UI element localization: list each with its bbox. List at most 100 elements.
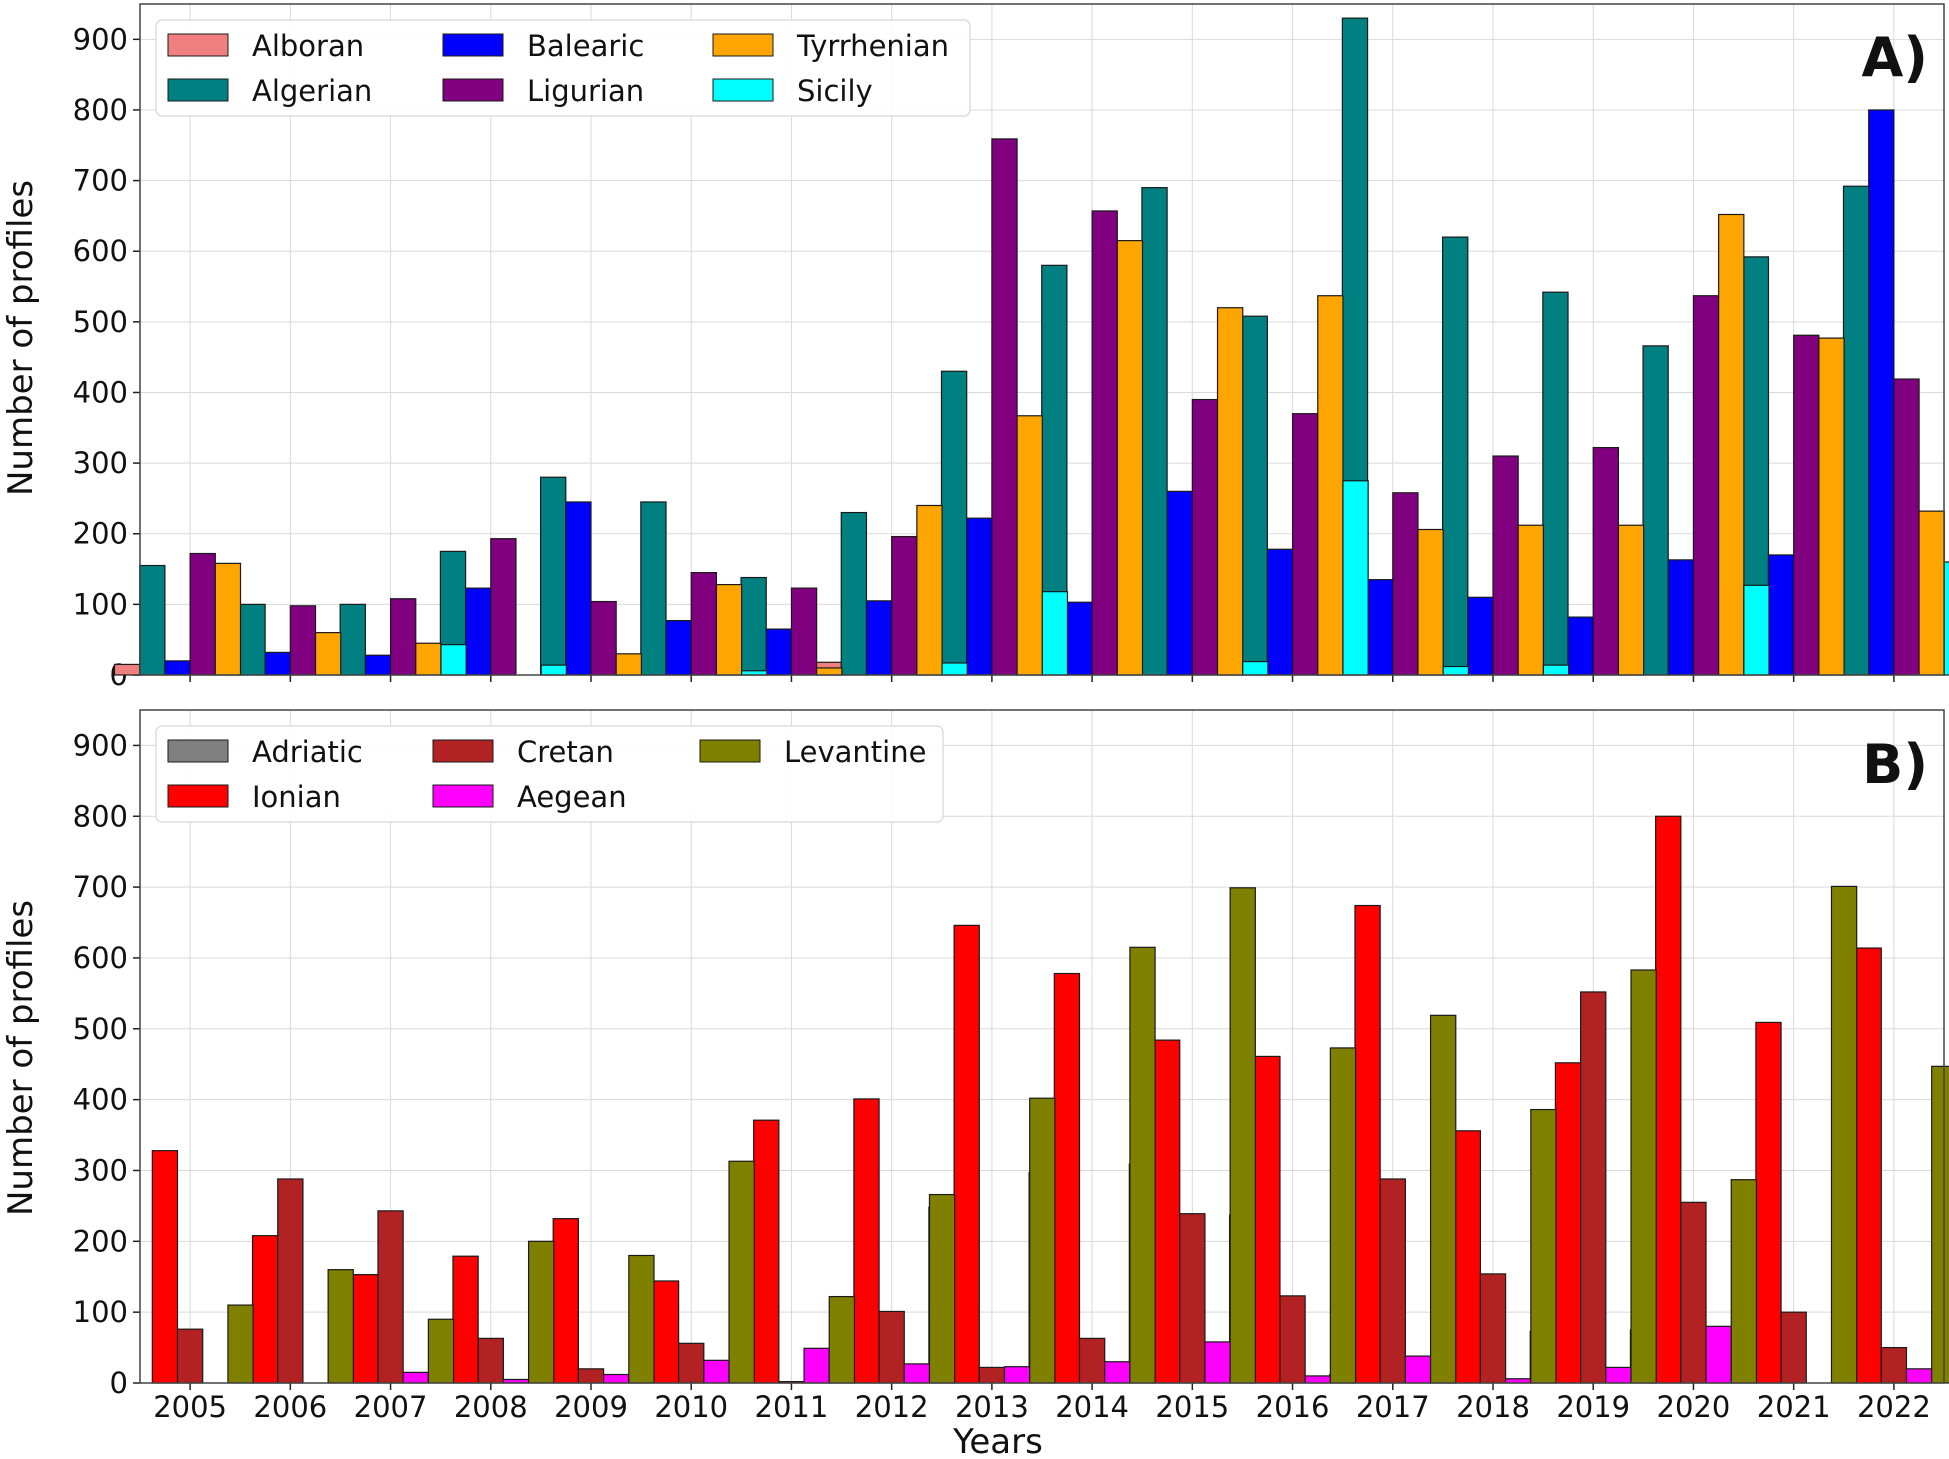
bar-algerian-2005 — [139, 564, 166, 676]
bar-levantine-2018 — [1530, 1108, 1557, 1384]
bar-levantine-2010 — [728, 1160, 755, 1384]
bar-cretan-2018 — [1479, 1273, 1507, 1384]
bar-sicily-2020 — [1743, 584, 1770, 676]
bar-tyrrhenian-2012 — [916, 504, 943, 676]
bar-ionian-2016 — [1254, 1055, 1281, 1384]
bar-balearic-2006 — [264, 651, 291, 676]
y-tick-label: 200 — [73, 517, 128, 551]
bar-cretan-2021 — [1780, 1311, 1807, 1384]
bar-ionian-2018 — [1454, 1130, 1481, 1384]
legend-swatch-tyrrhenian — [712, 33, 774, 57]
bar-ligurian-2007 — [389, 598, 417, 676]
y-tick-label: 600 — [73, 941, 128, 975]
y-tick-label: 500 — [73, 305, 128, 339]
legend-swatch-algerian — [167, 78, 229, 102]
legend-swatch-aegean — [432, 784, 494, 808]
bar-tyrrhenian-2015 — [1216, 307, 1244, 676]
x-tick-label: 2016 — [1256, 1390, 1330, 1424]
bar-balearic-2015 — [1166, 490, 1193, 676]
bar-ionian-2005 — [151, 1150, 179, 1384]
panel-label: A) — [1862, 26, 1928, 89]
x-tick-label: 2014 — [1055, 1390, 1129, 1424]
legend-label-cretan: Cretan — [517, 735, 614, 769]
bar-tyrrhenian-2020 — [1718, 213, 1745, 676]
bar-algerian-2012 — [840, 511, 868, 676]
bar-levantine-2015 — [1229, 887, 1256, 1384]
bar-cretan-2008 — [477, 1337, 504, 1384]
x-tick-label: 2018 — [1456, 1390, 1530, 1424]
bar-levantine-2014 — [1129, 946, 1156, 1384]
bar-balearic-2008 — [464, 587, 492, 676]
bar-tyrrhenian-2013 — [1016, 415, 1043, 676]
bar-sicily-2012 — [941, 662, 968, 676]
y-tick-label: 400 — [73, 375, 128, 409]
bar-ionian-2007 — [352, 1274, 379, 1384]
bar-algerian-2013 — [940, 370, 968, 676]
bar-ionian-2006 — [251, 1235, 279, 1384]
legend-swatch-ionian — [167, 784, 229, 808]
bar-tyrrhenian-2005 — [214, 562, 242, 676]
axes-frame — [139, 3, 1945, 676]
bar-balearic-2010 — [665, 620, 692, 676]
legend-label-adriatic: Adriatic — [252, 735, 363, 769]
bar-cretan-2012 — [878, 1310, 905, 1384]
bar-cretan-2007 — [377, 1210, 404, 1384]
bar-ligurian-2014 — [1091, 210, 1118, 676]
bar-tyrrhenian-2016 — [1317, 295, 1344, 676]
bar-algerian-2022 — [1842, 185, 1870, 676]
bar-levantine-2016 — [1329, 1047, 1357, 1384]
y-tick-label: 700 — [73, 870, 128, 904]
legend-swatch-ligurian — [442, 78, 504, 102]
bar-balearic-2012 — [865, 600, 893, 676]
y-tick-label: 200 — [73, 1224, 128, 1258]
bar-sicily-2007 — [440, 644, 467, 676]
bar-ligurian-2015 — [1191, 398, 1219, 676]
axes-frame — [139, 709, 1945, 1384]
bar-balearic-2005 — [164, 660, 191, 676]
bar-balearic-2021 — [1767, 554, 1795, 676]
bar-ligurian-2013 — [991, 138, 1018, 676]
bar-ligurian-2006 — [289, 605, 317, 676]
bar-balearic-2009 — [565, 501, 592, 676]
bar-ligurian-2005 — [189, 552, 216, 676]
bar-ionian-2008 — [452, 1255, 479, 1384]
bar-aegean-2014 — [1104, 1361, 1131, 1384]
legend-label-ionian: Ionian — [252, 780, 341, 814]
bar-cretan-2016 — [1279, 1295, 1306, 1384]
bar-ionian-2019 — [1554, 1062, 1582, 1384]
bar-cretan-2014 — [1078, 1337, 1106, 1384]
x-tick-label: 2021 — [1757, 1390, 1831, 1424]
bar-ionian-2013 — [953, 924, 980, 1384]
bar-levantine-2022 — [1931, 1065, 1949, 1384]
bar-algerian-2006 — [239, 603, 266, 676]
bar-sicily-2015 — [1242, 660, 1269, 676]
y-tick-label: 100 — [73, 1295, 128, 1329]
bar-ionian-2017 — [1354, 904, 1381, 1384]
bar-tyrrhenian-2019 — [1617, 524, 1645, 676]
panel-b: 0 100 200 300 400 500 600 700 800 900 2005 2006 2007… — [73, 709, 1949, 1424]
bar-tyrrhenian-2009 — [615, 653, 643, 676]
bar-algerian-2010 — [640, 501, 667, 676]
bar-algerian-2018 — [1441, 236, 1469, 676]
bar-aegean-2007 — [402, 1371, 429, 1384]
bar-ionian-2020 — [1655, 815, 1682, 1384]
panel-label: B) — [1862, 733, 1928, 796]
legend-swatch-balearic — [442, 33, 504, 57]
bar-sicily-2018 — [1542, 664, 1570, 676]
bar-ionian-2014 — [1053, 972, 1081, 1384]
bar-cretan-2010 — [678, 1342, 705, 1384]
y-tick-label: 800 — [73, 93, 128, 127]
bar-aegean-2011 — [803, 1347, 830, 1384]
bar-ligurian-2017 — [1392, 492, 1419, 676]
bar-levantine-2021 — [1830, 885, 1858, 1384]
legend-label-tyrrhenian: Tyrrhenian — [796, 29, 949, 63]
y-tick-label: 300 — [73, 446, 128, 480]
x-tick-label: 2019 — [1556, 1390, 1630, 1424]
y-tick-label: 300 — [73, 1153, 128, 1187]
bar-cretan-2013 — [978, 1366, 1006, 1384]
legend-swatch-alboran — [167, 33, 229, 57]
bar-aegean-2009 — [602, 1373, 630, 1384]
bar-cretan-2022 — [1880, 1346, 1908, 1384]
legend-label-aegean: Aegean — [517, 780, 627, 814]
bar-levantine-2013 — [1029, 1097, 1056, 1384]
